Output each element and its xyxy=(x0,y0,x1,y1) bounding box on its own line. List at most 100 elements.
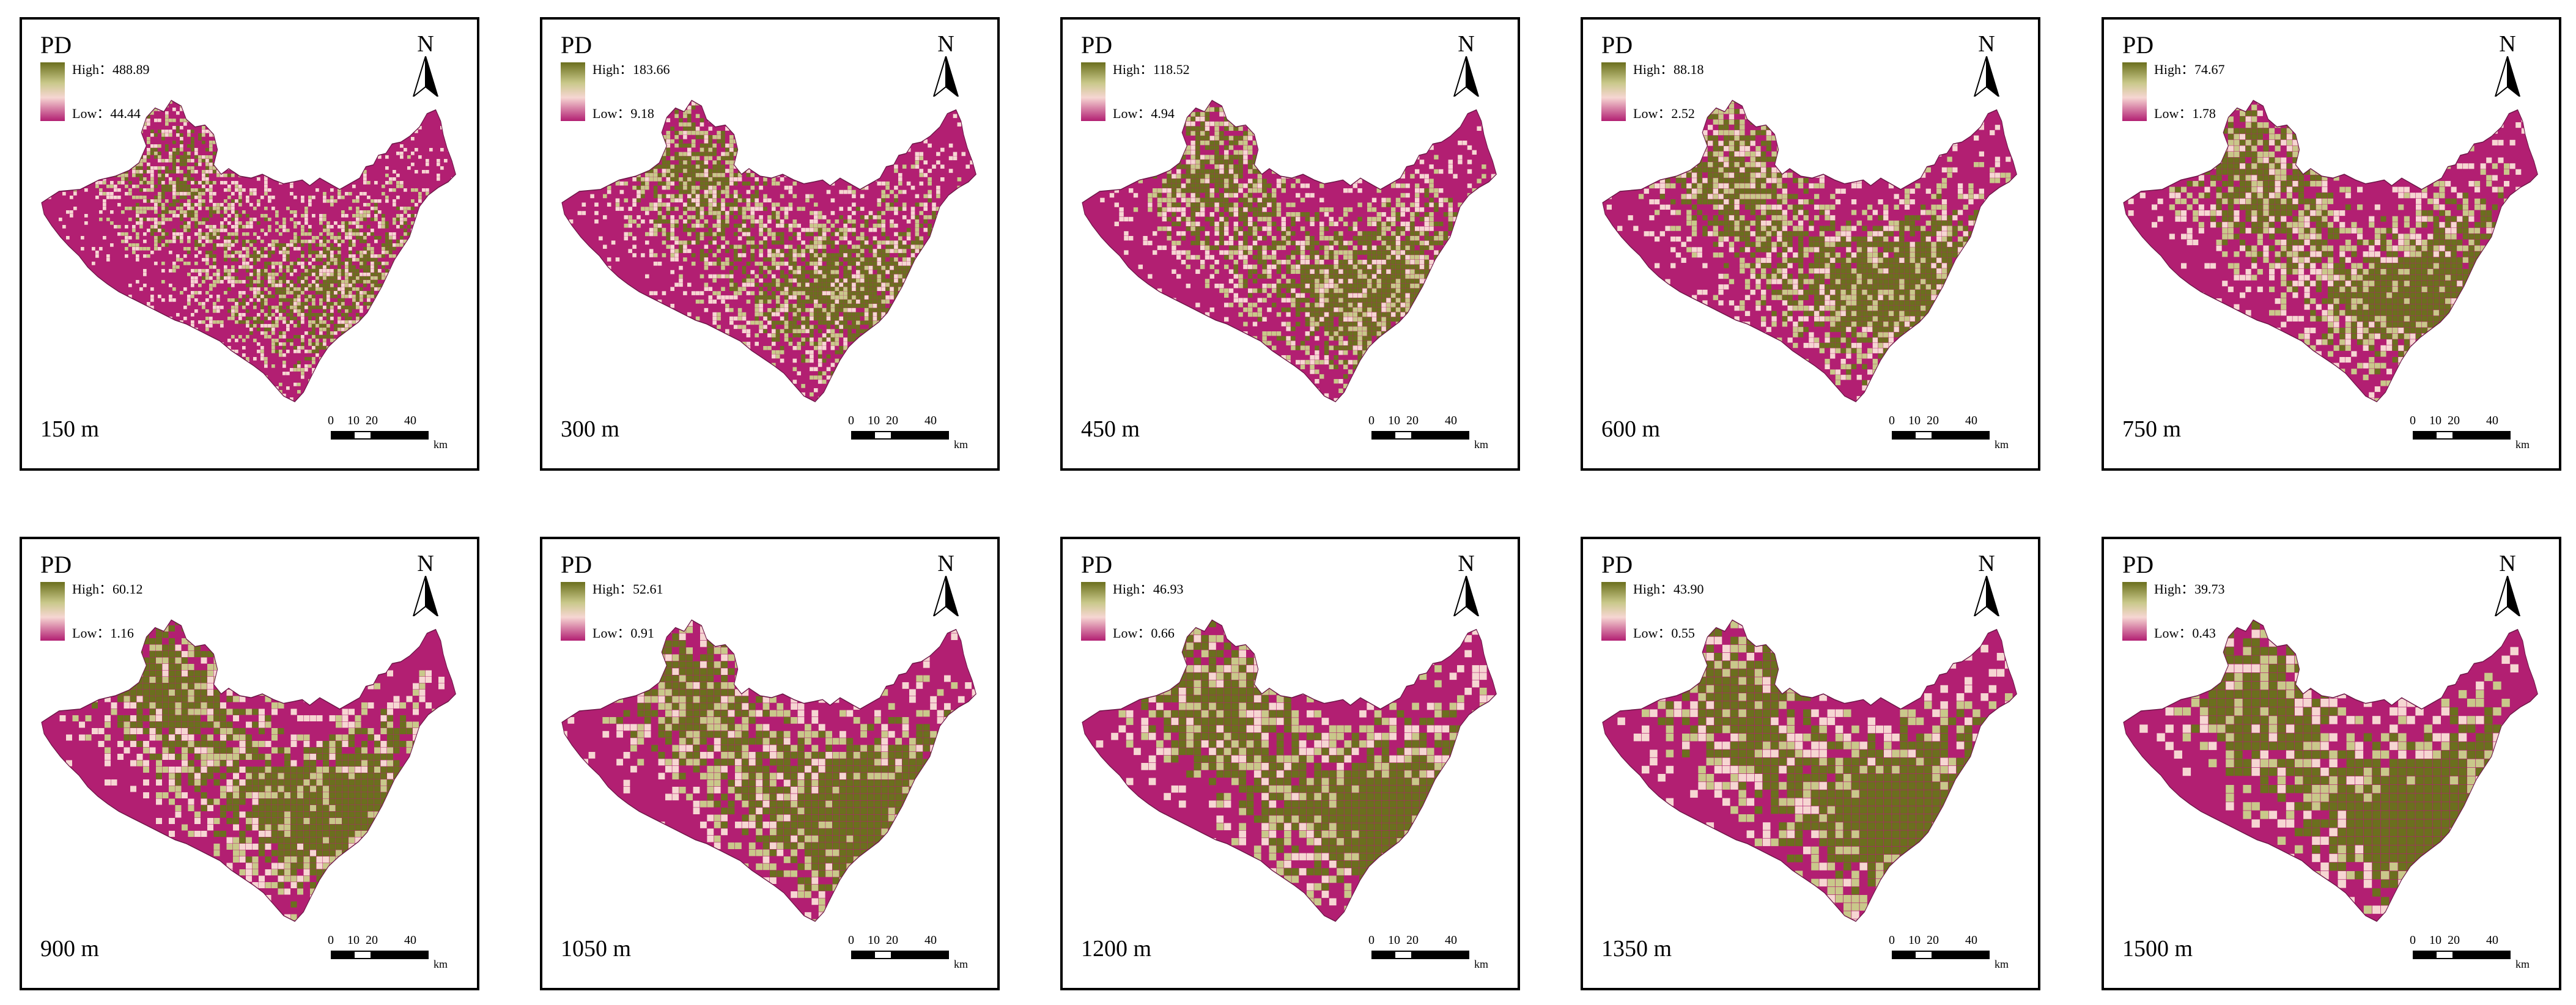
scale-tick-label: 40 xyxy=(1965,933,1977,947)
scale-segment xyxy=(1914,951,1933,959)
legend-low-label: Low：0.55 xyxy=(1633,625,1695,641)
map-panel: PD High：60.12 Low：1.16 N 900 m 0 10 20 40 km xyxy=(20,537,479,990)
legend-color-ramp xyxy=(561,582,585,641)
resolution-label: 450 m xyxy=(1081,416,1140,442)
scale-tick-label: 10 xyxy=(2429,933,2441,947)
legend-high-label: High：46.93 xyxy=(1113,581,1184,597)
scale-tick-label: 0 xyxy=(328,414,334,427)
resolution-label: 900 m xyxy=(40,936,100,962)
resolution-label: 1350 m xyxy=(1601,936,1672,962)
legend-color-ramp xyxy=(1081,582,1105,641)
map-panel: PD High：118.52 Low：4.94 N 450 m 0 10 20 40 km xyxy=(1060,17,1520,471)
study-area xyxy=(2124,620,2538,922)
scale-segment xyxy=(331,951,353,959)
map-panel: PD High：488.89 Low：44.44 N 150 m 0 10 20 40 km xyxy=(20,17,479,471)
scale-segment xyxy=(2435,951,2454,959)
legend-high-label: High：43.90 xyxy=(1633,581,1704,597)
map-panel: PD High：74.67 Low：1.78 N 750 m 0 10 20 40 km xyxy=(2102,17,2561,471)
map-panel: PD High：43.90 Low：0.55 N 1350 m 0 10 20 40 km xyxy=(1581,537,2040,990)
map-panel: PD High：183.66 Low：9.18 N 300 m 0 10 20 40 km xyxy=(540,17,1000,471)
patch-density-map xyxy=(1081,93,1503,411)
legend-title: PD xyxy=(1601,551,1633,578)
patch-density-map xyxy=(1081,613,1503,930)
patch-density-map xyxy=(561,93,983,411)
scale-tick-label: 20 xyxy=(1406,414,1419,427)
scale-segment xyxy=(1412,431,1451,440)
scale-tick-label: 20 xyxy=(2448,933,2460,947)
scale-segment xyxy=(2492,431,2511,440)
legend-title: PD xyxy=(1081,31,1113,59)
north-arrow-icon xyxy=(932,56,959,97)
scale-bar: 0 10 20 40 km xyxy=(1886,933,2032,976)
scale-segment xyxy=(1371,951,1394,959)
north-arrow-icon xyxy=(412,576,439,616)
study-area xyxy=(562,100,976,402)
legend-low-label: Low：2.52 xyxy=(1633,106,1695,121)
patch-density-map xyxy=(1601,93,2023,411)
scale-segment xyxy=(1451,951,1469,959)
scale-tick-label: 0 xyxy=(2410,414,2416,427)
scale-tick-label: 20 xyxy=(1927,414,1939,427)
scale-bar: 0 10 20 40 km xyxy=(845,414,992,457)
resolution-label: 1200 m xyxy=(1081,936,1152,962)
study-area xyxy=(2124,100,2538,402)
north-label: N xyxy=(1978,551,1995,576)
scale-tick-label: 0 xyxy=(848,414,854,427)
north-label: N xyxy=(2499,551,2516,576)
resolution-label: 1050 m xyxy=(561,936,632,962)
scale-segment xyxy=(2454,431,2492,440)
scale-segment xyxy=(1933,431,1971,440)
patch-density-map xyxy=(40,613,462,930)
resolution-label: 750 m xyxy=(2122,416,2182,442)
scale-segment xyxy=(1412,951,1451,959)
scale-segment xyxy=(1371,431,1394,440)
scale-segment xyxy=(851,431,874,440)
patch-density-map xyxy=(40,93,462,411)
scale-tick-label: 10 xyxy=(1388,933,1400,947)
scale-bar: 0 10 20 40 km xyxy=(1886,414,2032,457)
study-area xyxy=(1603,620,2017,922)
scale-tick-label: 10 xyxy=(1388,414,1400,427)
scale-segment xyxy=(892,951,931,959)
scale-tick-label: 40 xyxy=(924,933,937,947)
legend-title: PD xyxy=(2122,551,2154,578)
legend-low-label: Low：1.78 xyxy=(2154,106,2216,121)
patch-density-map xyxy=(2122,93,2544,411)
scale-segment xyxy=(1892,951,1914,959)
legend-title: PD xyxy=(40,31,72,59)
scale-tick-label: 20 xyxy=(2448,414,2460,427)
scale-bar: 0 10 20 40 km xyxy=(325,933,471,976)
scale-segment xyxy=(2413,951,2435,959)
legend-low-label: Low：0.91 xyxy=(592,625,654,641)
legend-color-ramp xyxy=(40,582,65,641)
scale-segment xyxy=(1394,431,1412,440)
legend-low-label: Low：1.16 xyxy=(72,625,134,641)
legend-low-label: Low：4.94 xyxy=(1113,106,1175,121)
north-arrow: N xyxy=(407,551,444,619)
resolution-label: 1500 m xyxy=(2122,936,2193,962)
north-arrow: N xyxy=(407,32,444,99)
north-arrow-icon xyxy=(1453,56,1480,97)
scale-unit-label: km xyxy=(2515,438,2530,451)
scale-segment xyxy=(1933,951,1971,959)
scale-tick-label: 40 xyxy=(1965,414,1977,427)
scale-segment xyxy=(874,431,892,440)
scale-unit-label: km xyxy=(434,438,448,451)
scale-segment xyxy=(1971,951,1990,959)
scale-tick-label: 10 xyxy=(868,933,880,947)
study-area xyxy=(42,620,456,922)
legend-title: PD xyxy=(561,551,592,578)
scale-tick-label: 0 xyxy=(1368,933,1375,947)
scale-bar: 0 10 20 40 km xyxy=(1365,933,1512,976)
legend-high-label: High：118.52 xyxy=(1113,62,1190,77)
patch-density-map xyxy=(561,613,983,930)
scale-tick-label: 10 xyxy=(868,414,880,427)
scale-segment xyxy=(851,951,874,959)
scale-tick-label: 20 xyxy=(366,933,378,947)
scale-tick-label: 10 xyxy=(2429,414,2441,427)
legend-high-label: High：88.18 xyxy=(1633,62,1704,77)
scale-bar: 0 10 20 40 km xyxy=(845,933,992,976)
north-label: N xyxy=(417,31,434,57)
legend-low-label: Low：9.18 xyxy=(592,106,654,121)
resolution-label: 150 m xyxy=(40,416,100,442)
